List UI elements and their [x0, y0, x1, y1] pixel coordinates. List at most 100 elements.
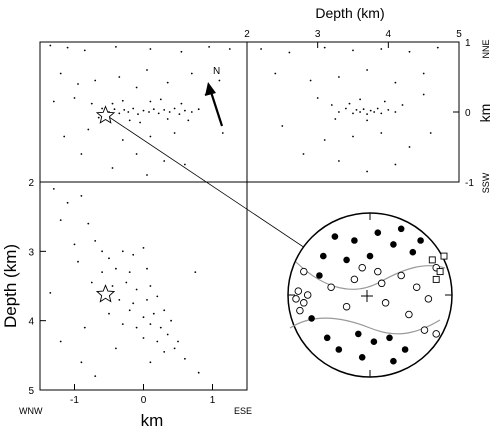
- ew-y-tick-label-0: 2: [28, 178, 34, 189]
- dilatation-point-7: [342, 302, 351, 311]
- map-view-point-5: [180, 50, 183, 53]
- map-view-point-47: [187, 119, 190, 122]
- map-view-point-26: [137, 113, 139, 115]
- compression-point-2: [374, 229, 382, 236]
- map-view-point-6: [208, 46, 211, 48]
- ns-section-point-33: [359, 98, 361, 101]
- ns-section-point-12: [422, 72, 425, 75]
- ew-section-point-3: [59, 219, 62, 222]
- ns-section-point-22: [369, 109, 372, 112]
- compression-point-4: [409, 248, 417, 256]
- map-view-point-25: [132, 107, 135, 110]
- compression-point-3: [390, 241, 397, 248]
- ns-section-point-4: [380, 48, 383, 50]
- compression-point-13: [308, 315, 315, 322]
- compression-point-7: [366, 252, 374, 260]
- compression-point-17: [390, 357, 397, 365]
- callout-line: [105, 114, 321, 259]
- ew-x-axis-label: km: [141, 411, 164, 430]
- map-view-point-3: [115, 46, 117, 48]
- map-view-point-46: [121, 99, 124, 102]
- ns-y-axis-label: km: [477, 104, 493, 123]
- dilatation-point-2: [350, 275, 359, 284]
- ew-section-mainshock-star-icon: [95, 284, 116, 303]
- ns-section-point-24: [376, 107, 379, 110]
- ns-section-point-40: [394, 163, 397, 166]
- ew-section-point-1: [66, 201, 69, 204]
- ew-section-point-43: [115, 347, 117, 350]
- ns-section-point-23: [373, 111, 376, 113]
- ns-section-point-8: [309, 79, 312, 82]
- map-view-point-18: [90, 102, 93, 105]
- ew-x-tick-label-1: 0: [141, 395, 147, 406]
- ew-section-point-33: [135, 326, 138, 329]
- compression-point-6: [343, 256, 350, 264]
- map-view-point-9: [77, 83, 79, 85]
- ew-section-point-45: [149, 361, 152, 364]
- ew-section-point-35: [159, 326, 162, 329]
- ew-section-point-6: [94, 240, 97, 242]
- ns-section-point-13: [316, 97, 319, 99]
- ns-section-point-42: [429, 132, 432, 134]
- ew-section-point-23: [118, 299, 121, 301]
- ew-y-axis-label: Depth (km): [1, 244, 20, 328]
- ew-section-frame: [39, 181, 248, 391]
- ns-section-frame: [246, 41, 460, 183]
- ns-section-point-37: [408, 146, 411, 148]
- map-view-point-51: [173, 132, 176, 134]
- ns-section-point-32: [401, 104, 404, 106]
- compression-point-5: [320, 252, 327, 260]
- ns-section-point-38: [338, 160, 340, 162]
- ns-section-point-15: [338, 111, 340, 113]
- wnw-label: WNW: [19, 406, 43, 416]
- ew-section-point-7: [101, 250, 103, 253]
- map-view-point-27: [142, 109, 145, 112]
- map-view-point-23: [123, 109, 126, 111]
- compression-point-10: [370, 338, 378, 346]
- dilatation-point-10: [292, 295, 300, 303]
- dilatation-point-17: [432, 330, 440, 338]
- ns-x-tick-label-3: 5: [456, 29, 462, 40]
- compression-point-0: [331, 233, 339, 240]
- map-view-point-11: [118, 76, 121, 78]
- ew-section-point-38: [156, 340, 159, 343]
- ns-x-tick-label-0: 2: [244, 29, 250, 40]
- ew-section-point-5: [73, 243, 76, 246]
- map-view-point-28: [148, 111, 150, 113]
- ns-section-point-18: [355, 109, 358, 111]
- map-view-point-4: [149, 48, 152, 50]
- ew-section-point-39: [166, 333, 169, 336]
- ns-y-tick-label-2: -1: [465, 178, 474, 189]
- ew-y-tick-label-3: 5: [28, 386, 34, 397]
- ns-section-point-39: [366, 170, 368, 173]
- map-view-point-30: [157, 112, 160, 115]
- ew-section-point-15: [128, 271, 131, 273]
- ew-section-point-26: [156, 295, 159, 298]
- dilatation-point-16: [420, 326, 429, 334]
- ew-section-point-29: [142, 316, 145, 319]
- map-view-point-2: [83, 49, 86, 52]
- compression-point-15: [401, 346, 409, 353]
- ns-section-point-36: [380, 132, 383, 134]
- compression-point-16: [358, 354, 366, 361]
- ns-x-tick-label-1: 3: [315, 29, 321, 40]
- ew-section-point-9: [108, 257, 110, 260]
- ns-section-point-2: [323, 46, 326, 49]
- ew-section-point-0: [52, 188, 55, 190]
- map-view-point-55: [146, 174, 148, 176]
- ns-section-point-6: [436, 46, 439, 49]
- ns-section-point-25: [380, 112, 383, 115]
- north-arrow-icon: [205, 82, 224, 127]
- ns-section-point-0: [260, 48, 262, 50]
- ns-section-point-29: [366, 119, 368, 122]
- compression-point-1: [351, 237, 358, 244]
- map-view-point-48: [87, 128, 90, 131]
- map-view-point-19: [101, 107, 103, 110]
- map-view-point-35: [184, 109, 186, 112]
- ns-section-point-27: [394, 111, 397, 113]
- compression-point-8: [417, 237, 424, 244]
- ew-section-point-13: [115, 267, 117, 270]
- ew-section-point-47: [59, 340, 62, 343]
- dilatation-point-12: [296, 306, 304, 315]
